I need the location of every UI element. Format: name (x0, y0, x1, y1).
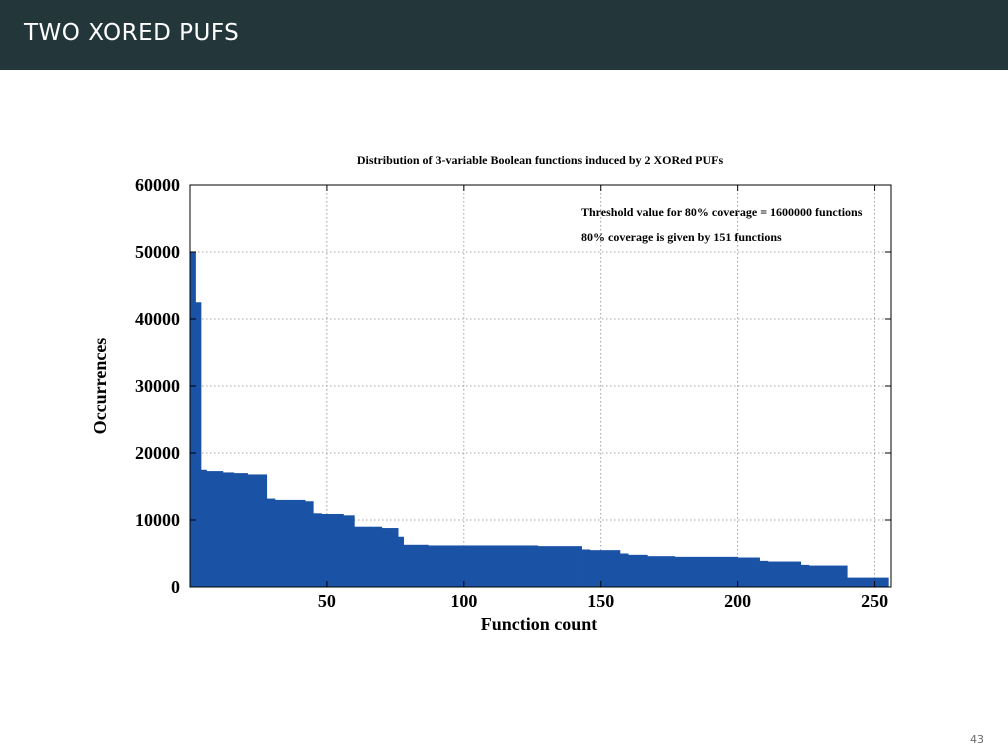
bar (403, 544, 429, 587)
bar (274, 499, 306, 587)
bar (619, 553, 629, 587)
y-tick-label: 30000 (135, 376, 180, 396)
y-axis-label: Occurrences (90, 338, 110, 435)
bar (537, 546, 582, 587)
bar (247, 474, 268, 587)
bar (647, 556, 676, 587)
page-number: 43 (970, 733, 984, 746)
bar (222, 472, 235, 587)
bar (428, 545, 539, 587)
bar (589, 550, 621, 587)
chart-title: Distribution of 3-variable Boolean funct… (357, 153, 724, 167)
y-tick-label: 40000 (135, 309, 180, 329)
bar (200, 469, 207, 587)
bar (195, 302, 202, 587)
x-tick-label: 50 (318, 591, 336, 611)
y-tick-label: 20000 (135, 443, 180, 463)
annotation-coverage: 80% coverage is given by 151 functions (581, 230, 782, 244)
x-tick-label: 100 (450, 591, 477, 611)
bar (266, 498, 276, 587)
bars (190, 252, 889, 587)
bar (737, 557, 760, 587)
bar (759, 560, 769, 587)
bar (190, 252, 196, 587)
bar (628, 554, 648, 587)
y-tick-label: 10000 (135, 510, 180, 530)
x-axis-label: Function count (481, 614, 598, 634)
y-tick-label: 60000 (135, 175, 180, 195)
bar (354, 526, 383, 587)
y-tick-label: 0 (171, 577, 180, 597)
x-tick-label: 150 (587, 591, 614, 611)
bar (398, 536, 404, 587)
bar (233, 473, 248, 587)
bar (321, 513, 344, 587)
bar (343, 515, 355, 587)
bar (381, 528, 399, 587)
bar (847, 577, 889, 587)
y-tick-label: 50000 (135, 242, 180, 262)
bar (808, 565, 848, 587)
bar (800, 564, 810, 587)
slide-header: TWO XORED PUFS (0, 0, 1008, 70)
x-tick-label: 200 (724, 591, 751, 611)
bar (305, 501, 314, 587)
bar (581, 549, 591, 587)
bar (313, 513, 322, 587)
slide-title: TWO XORED PUFS (24, 20, 240, 46)
annotation-threshold: Threshold value for 80% coverage = 16000… (581, 205, 863, 219)
bar (206, 471, 224, 587)
bar (674, 556, 739, 587)
axis-ticks: 50 100 150 200 250 0 10000 20000 30000 40000 50000… (135, 175, 891, 611)
x-tick-label: 250 (861, 591, 888, 611)
bar (767, 561, 802, 587)
